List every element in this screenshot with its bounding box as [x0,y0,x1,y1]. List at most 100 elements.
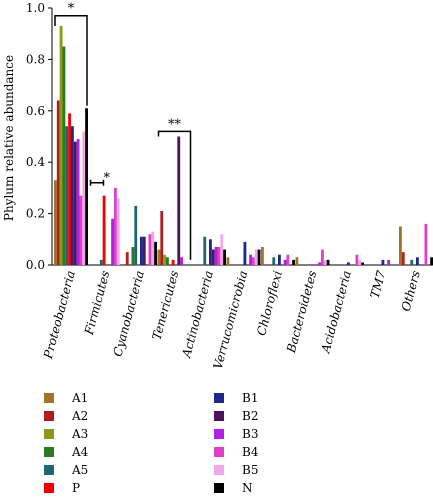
bar-a4-cyanobacteria [131,247,135,265]
bar-b3-proteobacteria [76,139,80,265]
legend-item-n: N [214,481,253,495]
legend-swatch [214,465,224,475]
bar-b3-firmicutes [111,218,114,265]
legend-item-b1: B1 [214,391,258,405]
bar-b2-tenericutes [177,136,181,265]
legend-swatch [44,411,54,421]
bar-a5-firmicutes [99,259,103,265]
bar-a1-verrucomicrobia [226,257,230,265]
category-label-cyanobacteria: Cyanobacteria [111,269,147,358]
bar-b1-proteobacteria [71,126,74,265]
significance-bracket [157,130,192,260]
significance-bracket [89,179,105,186]
legend-swatch [214,393,224,403]
bar-b3-actinobacteria [214,247,218,265]
bar-p-tenericutes [171,259,175,265]
bar-a5-chloroflexi [272,257,276,265]
bar-groups [54,25,433,266]
legend-swatch [214,483,224,493]
legend-label: A3 [72,427,89,441]
legend-label: A1 [72,391,89,405]
legend-swatch [44,447,54,457]
bar-a3-proteobacteria [59,25,63,265]
bar-b4-cyanobacteria [148,234,152,265]
legend-item-b5: B5 [214,463,258,477]
category-label-acidobacteria: Acidobacteria [318,269,354,355]
bar-b4-firmicutes [114,187,117,265]
y-tick-label: 0.8 [26,52,45,66]
legend-label: A4 [72,445,89,459]
legend-label: N [242,481,253,495]
bar-b4-others [424,223,428,265]
bar-b4-chloroflexi [286,254,290,265]
bar-b5-proteobacteria [82,131,86,265]
category-label-bacteroidetes: Bacteroidetes [284,269,320,355]
bar-a5-cyanobacteria [134,205,138,265]
legend-swatch [44,465,54,475]
legend-item-b3: B3 [214,427,258,441]
significance-label: * [68,2,75,17]
legend-swatch [214,447,224,457]
bar-a2-proteobacteria [56,100,60,266]
bar-b5-actinobacteria [220,234,224,265]
bar-a1-tenericutes [157,249,161,265]
legend: A1 A2 A3 A4 A5 P B1 B2 B3 B4 B5 N [44,391,344,499]
bar-b4-verrucomicrobia [252,257,255,265]
bar-n-chloroflexi [292,259,295,265]
bar-p-firmicutes [102,195,106,265]
legend-label: A2 [72,409,89,423]
bar-b1-actinobacteria [209,239,212,265]
bar-n-cyanobacteria [154,241,157,265]
legend-swatch [44,429,54,439]
significance-label: * [104,171,111,186]
bar-p-proteobacteria [68,113,71,266]
significance-annotations: **** [54,2,192,260]
bar-b2-proteobacteria [73,141,77,265]
category-label-verrucomicrobia: Verrucomicrobia [211,269,251,371]
legend-item-a3: A3 [44,427,88,441]
bar-b5-acidobacteria [358,259,362,265]
bar-n-verrucomicrobia [257,249,261,265]
legend-item-b2: B2 [214,409,258,423]
bar-a4-proteobacteria [62,46,66,265]
legend-item-a1: A1 [44,391,88,405]
bar-b1-cyanobacteria [140,236,143,265]
bar-b1-verrucomicrobia [243,241,247,265]
category-label-tenericutes: Tenericutes [149,269,181,341]
legend-label: B2 [242,409,259,423]
bar-a3-tenericutes [163,254,166,265]
bar-a5-others [410,259,414,265]
chart-canvas: 0.0 0.2 0.4 0.6 0.8 1.0 Phylum relative abund… [2,1,433,371]
category-label-others: Others [399,269,423,313]
category-label-proteobacteria: Proteobacteria [41,269,78,361]
bar-a1-bacteroidetes [295,257,299,265]
legend-label: B4 [242,445,259,459]
legend-label: P [72,481,81,495]
y-tick-label: 0.0 [26,258,45,272]
legend-label: B1 [242,391,259,405]
legend-label: B5 [242,463,259,477]
y-axis-title: Phylum relative abundance [2,55,16,221]
bar-b3-chloroflexi [283,259,287,265]
bar-b2-cyanobacteria [142,236,146,265]
y-tick-label: 0.6 [26,104,45,118]
category-label-tm7: TM7 [368,269,389,300]
category-label-actinobacteria: Actinobacteria [179,269,216,360]
bar-a2-cyanobacteria [125,252,129,265]
bar-b4-acidobacteria [355,254,359,265]
bar-a1-chloroflexi [261,247,264,265]
bar-b1-tm7 [381,259,385,265]
y-axis: 0.0 0.2 0.4 0.6 0.8 1.0 [26,1,53,272]
bar-n-proteobacteria [85,108,88,265]
bar-b3-bacteroidetes [318,262,321,265]
bar-a5-actinobacteria [203,236,207,265]
bar-b5-cyanobacteria [151,231,155,265]
bar-a4-tenericutes [166,257,169,265]
bar-n-bacteroidetes [326,259,330,265]
bar-b1-acidobacteria [347,262,350,265]
significance-label: ** [168,117,182,132]
bar-b3-tm7 [387,259,390,265]
bar-b3-tenericutes [180,257,183,265]
legend-item-a5: A5 [44,463,88,477]
